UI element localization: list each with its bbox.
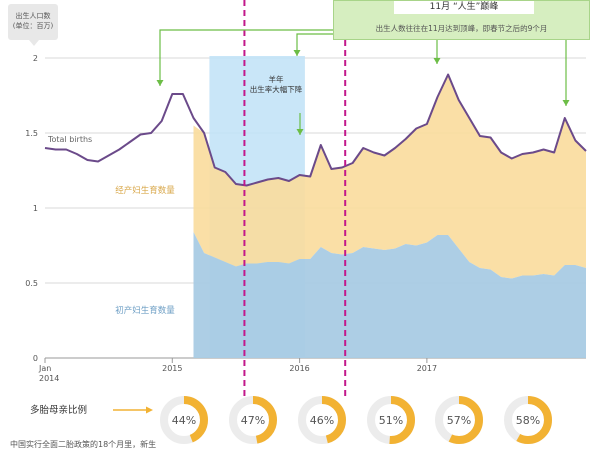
y-axis-unit-label: 出生人口数 (单位：百万) bbox=[8, 4, 58, 46]
donut-6: 58% bbox=[504, 396, 552, 444]
second-child-area bbox=[193, 74, 586, 279]
sheep-year-label-2: 出生率大幅下降 bbox=[250, 84, 303, 94]
x-tick-label: 2016 bbox=[289, 364, 309, 373]
y-tick-label: 2 bbox=[33, 54, 38, 63]
total-births-line bbox=[44, 73, 587, 187]
donut-fill bbox=[298, 396, 346, 444]
bottom-note: 中国实行全面二胎政策的18个月里，新生 bbox=[10, 440, 157, 449]
y-unit-line1: 出生人口数 bbox=[15, 12, 51, 20]
donut-fill bbox=[160, 396, 208, 444]
peak-text: 出生人数往往在11月达到顶峰，即春节之后的9个月 bbox=[375, 24, 548, 33]
arrow-to-box-top bbox=[296, 33, 333, 56]
donut-5: 57% bbox=[435, 396, 483, 444]
donut-2: 47% bbox=[229, 396, 277, 444]
labels: Total births 经产妇生育数量 初产妇生育数量 羊年 出生率大幅下降 bbox=[47, 74, 303, 316]
arrow-to-2014-peak bbox=[159, 29, 333, 86]
donut-fill bbox=[504, 396, 552, 444]
donut-fill bbox=[367, 396, 415, 444]
x-tick-label: Jan bbox=[38, 364, 51, 373]
first-child-area bbox=[193, 232, 586, 358]
x-tick-label: 2014 bbox=[39, 374, 59, 383]
arrow-to-2014-peak-head bbox=[156, 80, 164, 86]
peak-annotation-box: 11月 “人生”巅峰 出生人数往往在11月达到顶峰，即春节之后的9个月 bbox=[333, 0, 590, 40]
peak-title: 11月 “人生”巅峰 bbox=[394, 1, 534, 14]
donut-percent-label: 44% bbox=[172, 414, 196, 427]
total-births-label: Total births bbox=[47, 135, 92, 144]
arrow-to-2016-peak-head bbox=[433, 58, 441, 64]
donuts: 44% 47% 46% 51% 57% 58% bbox=[113, 396, 552, 444]
multi-birth-pointer-head bbox=[146, 406, 153, 414]
x-tick-label: 2017 bbox=[417, 364, 437, 373]
sheep-year-label-1: 羊年 bbox=[269, 74, 284, 84]
y-tick-label: 0.5 bbox=[25, 279, 38, 288]
donut-1: 44% bbox=[160, 396, 208, 444]
donut-percent-label: 46% bbox=[310, 414, 334, 427]
donut-fill bbox=[435, 396, 483, 444]
multi-birth-label: 多胎母亲比例 bbox=[30, 405, 88, 416]
donut-percent-label: 51% bbox=[379, 414, 403, 427]
y-tick-label: 1 bbox=[33, 204, 38, 213]
donut-3: 46% bbox=[298, 396, 346, 444]
first-child-label: 初产妇生育数量 bbox=[115, 305, 175, 316]
arrow-to-sheep-dip-head bbox=[296, 129, 304, 135]
arrow-to-2017-peak-head bbox=[562, 100, 570, 106]
donut-percent-label: 47% bbox=[241, 414, 265, 427]
arrow-to-box-top-head bbox=[293, 50, 301, 56]
arrows bbox=[156, 29, 570, 135]
lines bbox=[44, 0, 587, 398]
areas bbox=[193, 74, 586, 358]
y-unit-line2: (单位：百万) bbox=[12, 22, 54, 30]
donut-percent-label: 58% bbox=[516, 414, 540, 427]
donut-4: 51% bbox=[367, 396, 415, 444]
y-tick-label: 1.5 bbox=[25, 129, 38, 138]
x-tick-label: 2015 bbox=[162, 364, 182, 373]
y-tick-label: 0 bbox=[33, 354, 38, 363]
donut-fill bbox=[229, 396, 277, 444]
second-child-label: 经产妇生育数量 bbox=[115, 185, 175, 196]
donut-percent-label: 57% bbox=[447, 414, 471, 427]
